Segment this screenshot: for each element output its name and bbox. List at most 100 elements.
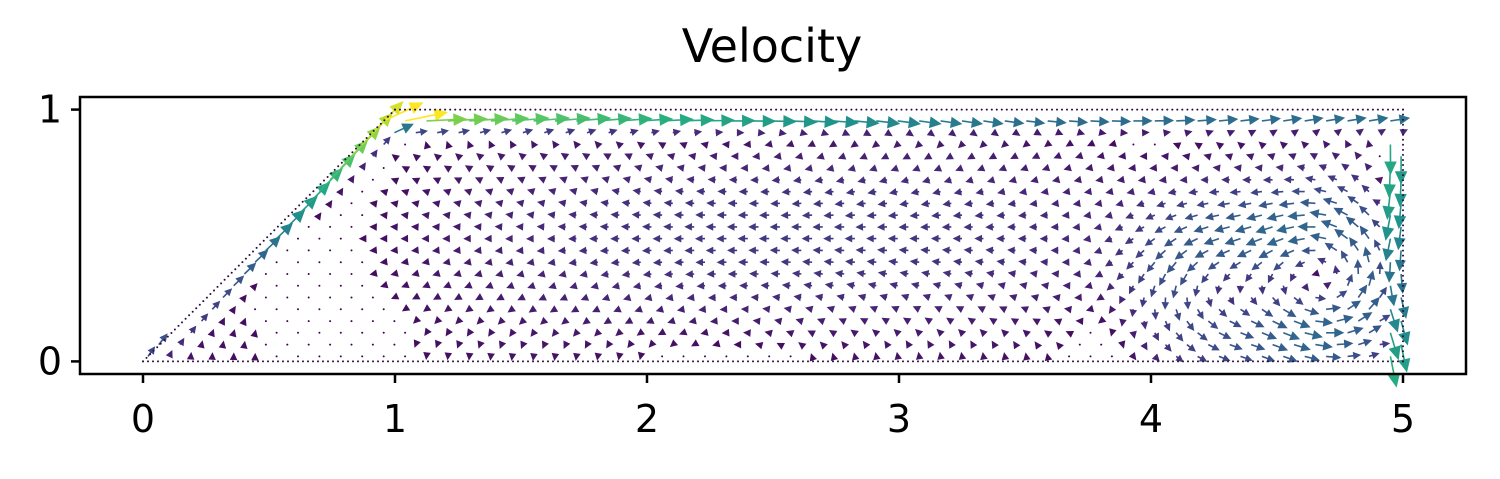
quiver-arrow: [1368, 351, 1380, 360]
quiver-arrow: [297, 331, 299, 334]
boundary-dot: [712, 360, 714, 363]
quiver-arrow: [727, 270, 738, 278]
quiver-arrow: [1340, 250, 1349, 263]
quiver-arrow: [631, 234, 641, 243]
boundary-dot: [372, 360, 374, 363]
quiver-arrow: [200, 313, 209, 322]
quiver-arrow: [899, 199, 909, 208]
quiver-arrow: [848, 305, 857, 313]
boundary-dot: [1025, 108, 1028, 111]
quiver-arrow: [1115, 199, 1124, 207]
quiver-arrow: [738, 258, 748, 267]
quiver-arrow: [1047, 116, 1067, 127]
quiver-arrow: [930, 234, 941, 243]
quiver-arrow: [350, 202, 353, 205]
quiver-arrow: [1093, 223, 1102, 231]
boundary-dot: [782, 360, 784, 363]
quiver-arrow: [691, 339, 700, 347]
quiver-arrow: [613, 305, 622, 313]
quiver-arrow: [684, 223, 695, 231]
quiver-arrow: [1236, 285, 1245, 294]
quiver-arrow: [759, 211, 770, 219]
boundary-dot: [166, 335, 169, 338]
boundary-dot: [674, 108, 677, 111]
quiver-arrow: [505, 258, 514, 266]
boundary-dot: [835, 108, 838, 111]
quiver-arrow: [455, 153, 464, 162]
quiver-arrow: [1141, 129, 1150, 137]
boundary-dot: [287, 360, 289, 363]
quiver-arrow: [484, 258, 493, 266]
quiver-arrow: [401, 304, 411, 312]
quiver-arrow: [900, 293, 910, 301]
quiver-arrow: [1293, 342, 1311, 352]
quiver-arrow: [1004, 116, 1025, 128]
quiver-arrow: [654, 282, 663, 290]
quiver-arrow: [1283, 175, 1295, 184]
quiver-arrow: [1323, 281, 1332, 290]
boundary-dot: [1402, 199, 1404, 202]
quiver-arrow: [484, 234, 492, 243]
quiver-arrow: [859, 152, 868, 160]
quiver-arrow: [891, 305, 900, 313]
quiver-arrow: [1126, 187, 1135, 196]
quiver-arrow: [749, 270, 759, 278]
boundary-dot: [142, 360, 144, 363]
boundary-dot: [1082, 360, 1084, 363]
boundary-dot: [1071, 108, 1073, 111]
boundary-dot: [1106, 108, 1109, 111]
boundary-dot: [1101, 108, 1104, 111]
boundary-dot: [1362, 360, 1364, 363]
boundary-dot: [830, 108, 833, 111]
boundary-dot: [982, 360, 984, 363]
boundary-dot: [997, 360, 999, 363]
boundary-dot: [1226, 108, 1229, 111]
boundary-dot: [967, 360, 969, 363]
boundary-dot: [213, 289, 215, 292]
boundary-dot: [1262, 360, 1264, 363]
boundary-dot: [247, 360, 249, 363]
quiver-arrow: [983, 116, 1004, 128]
quiver-arrow: [1007, 270, 1016, 278]
quiver-arrow: [1188, 188, 1198, 196]
quiver-arrow: [434, 339, 443, 349]
quiver-arrow: [1147, 187, 1156, 196]
quiver-arrow: [324, 199, 333, 209]
boundary-dot: [312, 190, 315, 193]
boundary-dot: [895, 108, 898, 111]
quiver-arrow: [676, 305, 686, 313]
boundary-dot: [273, 229, 276, 232]
boundary-dot: [1371, 108, 1374, 111]
quiver-arrow: [1224, 153, 1234, 161]
quiver-arrow: [637, 351, 646, 361]
quiver-arrow: [884, 340, 892, 349]
quiver-arrow: [275, 284, 278, 287]
quiver-arrow: [400, 211, 409, 220]
boundary-dot: [1212, 360, 1214, 363]
quiver-arrow: [1010, 152, 1019, 160]
quiver-arrow: [1250, 342, 1266, 351]
quiver-arrow: [1296, 164, 1305, 172]
quiver-arrow: [1180, 273, 1188, 286]
quiver-arrow: [772, 293, 780, 302]
quiver-arrow: [684, 246, 695, 255]
quiver-arrow: [1218, 354, 1231, 362]
quiver-arrow: [1149, 285, 1157, 298]
quiver-arrow: [812, 223, 823, 231]
boundary-dot: [1311, 108, 1314, 111]
quiver-arrow: [624, 153, 633, 161]
boundary-dot: [1272, 360, 1274, 363]
quiver-arrow: [719, 164, 727, 172]
quiver-arrow: [1258, 200, 1273, 209]
quiver-arrow: [188, 325, 197, 334]
quiver-arrow: [819, 341, 828, 350]
boundary-dot: [1392, 360, 1394, 363]
boundary-dot: [572, 360, 574, 363]
quiver-arrow: [899, 269, 909, 278]
quiver-arrow: [780, 234, 791, 243]
quiver-arrow: [497, 316, 506, 325]
quiver-arrow: [463, 211, 472, 220]
boundary-dot: [330, 172, 333, 175]
quiver-arrow: [431, 223, 440, 231]
quiver-arrow: [856, 199, 866, 208]
